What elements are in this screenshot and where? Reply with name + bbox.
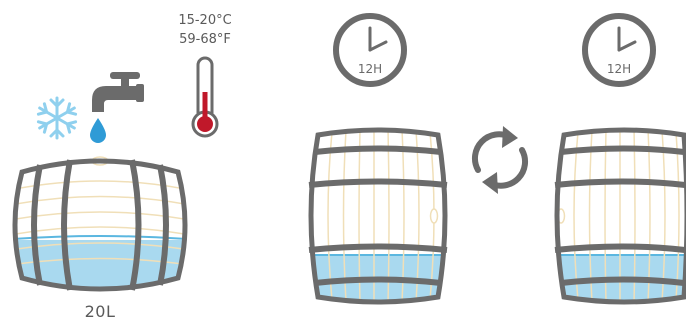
temperature-fahrenheit: 59-68°F — [179, 32, 231, 47]
timer-label: 12H — [357, 62, 383, 76]
barrel-volume-label: 20L — [84, 302, 116, 321]
temperature-celsius: 15-20°C — [178, 13, 232, 28]
timer-label: 12H — [606, 62, 632, 76]
